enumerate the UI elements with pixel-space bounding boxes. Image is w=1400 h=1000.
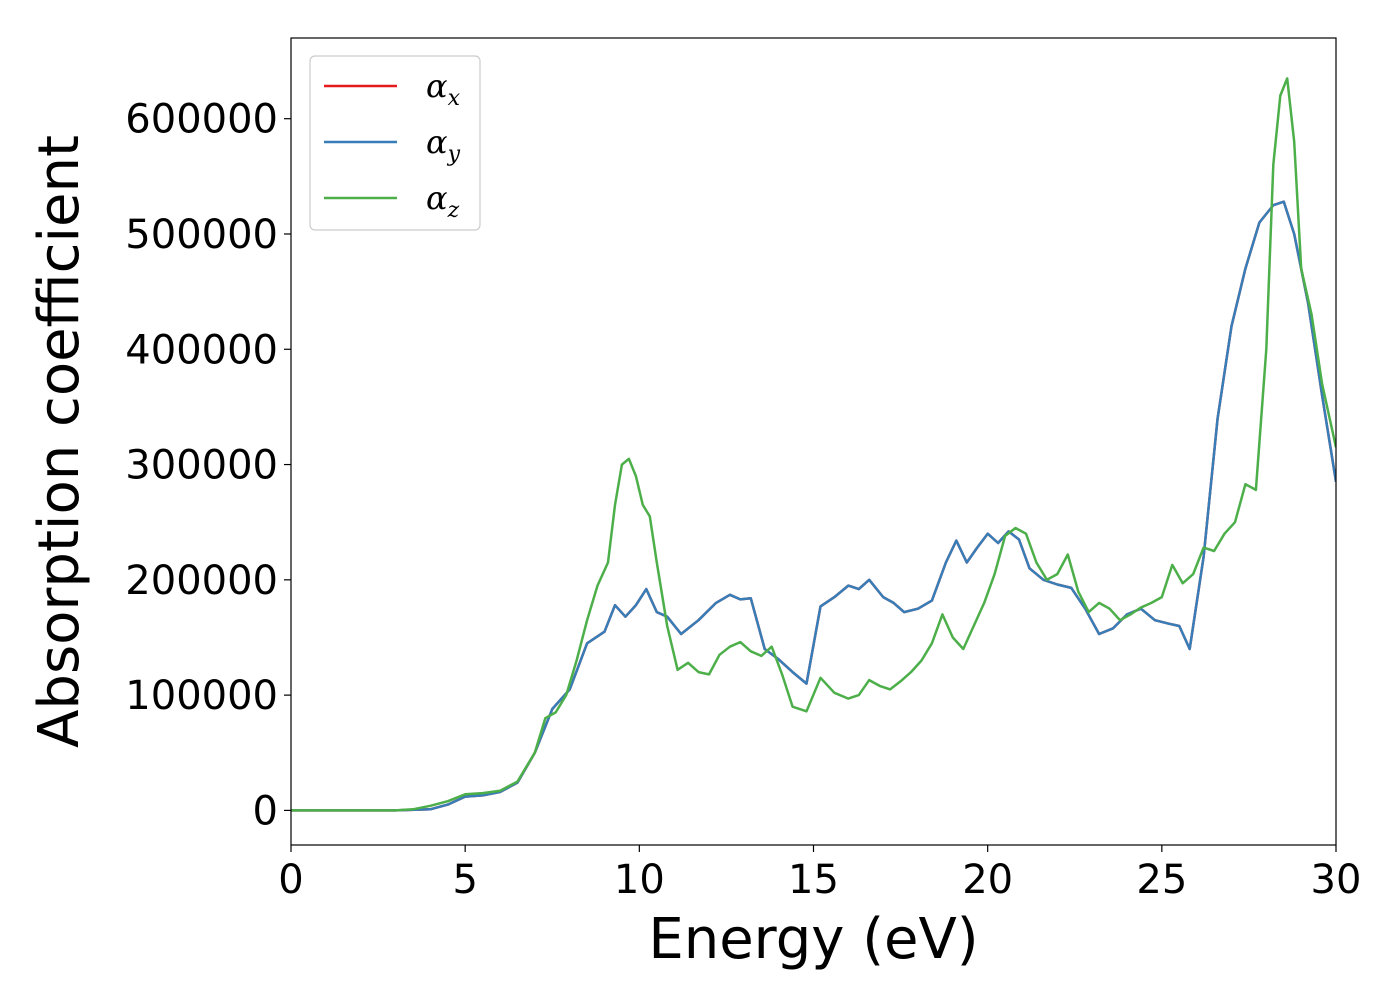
legend-label-x: αx: [426, 67, 461, 111]
x-tick-label: 15: [788, 857, 839, 903]
x-tick-label: 10: [614, 857, 665, 903]
legend-label-z: αz: [426, 179, 460, 223]
y-tick-label: 500000: [125, 212, 278, 258]
x-tick-label: 30: [1311, 857, 1362, 903]
x-axis-title: Energy (eV): [648, 907, 978, 972]
y-axis-title: Absorption coefficient: [27, 135, 92, 748]
x-axis-ticks: 0 5 10 15 20 25 30: [278, 845, 1361, 903]
legend: αx αy αz: [309, 55, 481, 231]
y-tick-label: 400000: [125, 327, 278, 373]
y-tick-label: 600000: [125, 97, 278, 143]
y-tick-label: 100000: [125, 673, 278, 719]
legend-label-y: αy: [426, 123, 461, 167]
x-tick-label: 5: [452, 857, 477, 903]
x-tick-label: 20: [962, 857, 1013, 903]
series-line-y: [291, 200, 1336, 812]
series-layer: [291, 77, 1336, 812]
y-tick-label: 300000: [125, 443, 278, 489]
y-tick-label: 0: [253, 788, 278, 834]
y-tick-label: 200000: [125, 558, 278, 604]
series-line-z: [291, 77, 1336, 812]
y-axis-ticks: 0 100000 200000 300000 400000 500000 600000: [125, 97, 291, 834]
x-tick-label: 0: [278, 857, 303, 903]
x-tick-label: 25: [1136, 857, 1187, 903]
